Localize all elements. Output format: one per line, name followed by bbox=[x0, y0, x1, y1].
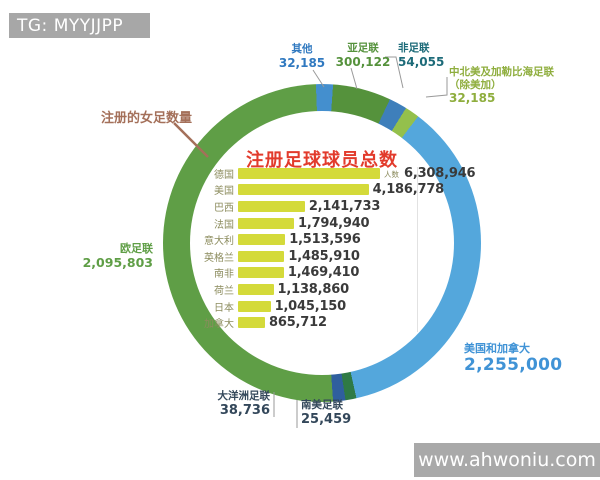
donut-label-afc: 亚足联 300,122 bbox=[335, 42, 391, 69]
bar-row: 南非 1,469,410 bbox=[160, 265, 460, 282]
unit-label: 人数 bbox=[384, 169, 399, 179]
bar bbox=[238, 167, 380, 179]
women-note: 注册的女足数量 bbox=[100, 111, 192, 126]
bar-chart: 德国 人数 6,308,946 美国 4,186,778 巴西 2,141,733 法国 1,7… bbox=[160, 165, 476, 331]
bar-label: 荷兰 bbox=[214, 285, 234, 297]
bar-value: 1,513,596 bbox=[289, 232, 361, 248]
bar-label: 美国 bbox=[214, 186, 234, 198]
donut-ring bbox=[163, 84, 481, 402]
bar bbox=[238, 200, 305, 212]
bar-row: 日本 1,045,150 bbox=[160, 298, 460, 315]
bar-value: 1,138,860 bbox=[277, 281, 350, 297]
bar-gridline bbox=[417, 167, 418, 332]
bar bbox=[238, 250, 285, 262]
bar-label: 意大利 bbox=[204, 236, 234, 248]
bar-value: 865,712 bbox=[269, 315, 327, 331]
donut-label-caf: 非足联 54,055 bbox=[398, 42, 445, 69]
chart-title: 注册足球球员总数 bbox=[246, 150, 398, 171]
bar-label: 英格兰 bbox=[204, 252, 234, 264]
donut-hole bbox=[190, 111, 454, 375]
bar-value: 1,045,150 bbox=[274, 298, 347, 314]
donut-label-concacaf: 中北美及加勒比海足联 （除美加） 32,185 bbox=[449, 66, 554, 106]
watermark-banner: www.ahwoniu.com bbox=[414, 443, 600, 477]
donut-label-other: 其他 32,185 bbox=[278, 43, 326, 70]
bar-label: 加拿大 bbox=[204, 319, 234, 331]
leader-concacaf bbox=[425, 77, 448, 98]
donut-label-us-canada: 美国和加拿大 2,255,000 bbox=[464, 342, 563, 376]
bar-value: 4,186,778 bbox=[372, 182, 445, 198]
bar-row: 德国 人数 6,308,946 bbox=[160, 165, 476, 182]
donut-label-conmebol: 南美足联 25,459 bbox=[301, 399, 352, 427]
bar bbox=[238, 300, 271, 312]
bar-row: 法国 1,794,940 bbox=[160, 215, 460, 232]
bar-row: 美国 4,186,778 bbox=[160, 182, 460, 199]
bar bbox=[238, 184, 369, 196]
bar-value: 6,308,946 bbox=[404, 165, 476, 181]
bar-row: 巴西 2,141,733 bbox=[160, 198, 460, 215]
bar bbox=[238, 217, 294, 229]
bar-row: 英格兰 1,485,910 bbox=[160, 248, 460, 265]
bar-value: 1,794,940 bbox=[298, 215, 370, 231]
bar-label: 法国 bbox=[214, 219, 234, 231]
bar bbox=[238, 267, 284, 279]
bar-value: 1,485,910 bbox=[288, 248, 360, 264]
bar-row: 荷兰 1,138,860 bbox=[160, 281, 460, 298]
tg-banner: TG: MYYJJPP bbox=[9, 13, 150, 38]
bar-label: 日本 bbox=[214, 302, 234, 314]
bar bbox=[238, 317, 265, 329]
donut-label-ofc: 大洋洲足联 38,736 bbox=[217, 390, 271, 418]
bar-label: 巴西 bbox=[214, 202, 234, 214]
bar-value: 1,469,410 bbox=[287, 265, 360, 281]
bar bbox=[238, 234, 286, 246]
bar-row: 加拿大 865,712 bbox=[160, 314, 460, 331]
bar-value: 2,141,733 bbox=[308, 198, 381, 214]
bar bbox=[238, 283, 274, 295]
bar-label: 德国 bbox=[214, 169, 234, 181]
bar-label: 南非 bbox=[214, 269, 234, 281]
donut-label-uefa: 欧足联 2,095,803 bbox=[82, 242, 153, 271]
bar-row: 意大利 1,513,596 bbox=[160, 231, 460, 248]
